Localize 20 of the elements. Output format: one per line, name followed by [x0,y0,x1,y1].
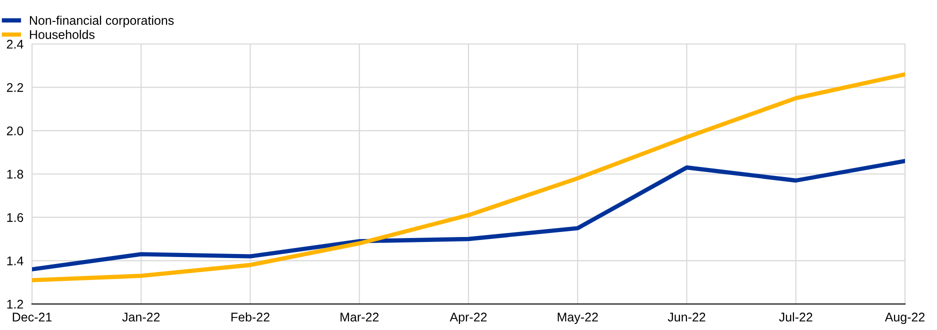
y-tick-label: 2.0 [6,126,24,136]
x-tick-label: Dec-21 [12,312,52,322]
line-series [32,158,905,272]
line-series [32,72,905,282]
y-tick-label: 1.6 [7,213,24,222]
x-tick-label: Feb-22 [231,312,270,322]
y-tick-label: 1.4 [7,256,24,266]
x-tick-label: Jul-22 [779,312,812,322]
y-tick-label: 1.2 [7,300,24,309]
legend-label: Non-financial corporations [30,16,174,28]
x-tick-label: Jan-22 [122,312,160,322]
x-tick-label: Mar-22 [340,312,379,322]
x-tick-label: Aug-22 [884,312,925,324]
y-tick-label: 1.8 [7,170,24,179]
x-tick-label: Apr-22 [450,312,487,324]
legend-label: Households [30,30,95,40]
y-tick-label: 2.2 [6,83,24,92]
y-tick-label: 2.4 [6,40,24,49]
x-tick-label: May-22 [558,312,598,324]
x-tick-label: Jun-22 [668,312,706,322]
